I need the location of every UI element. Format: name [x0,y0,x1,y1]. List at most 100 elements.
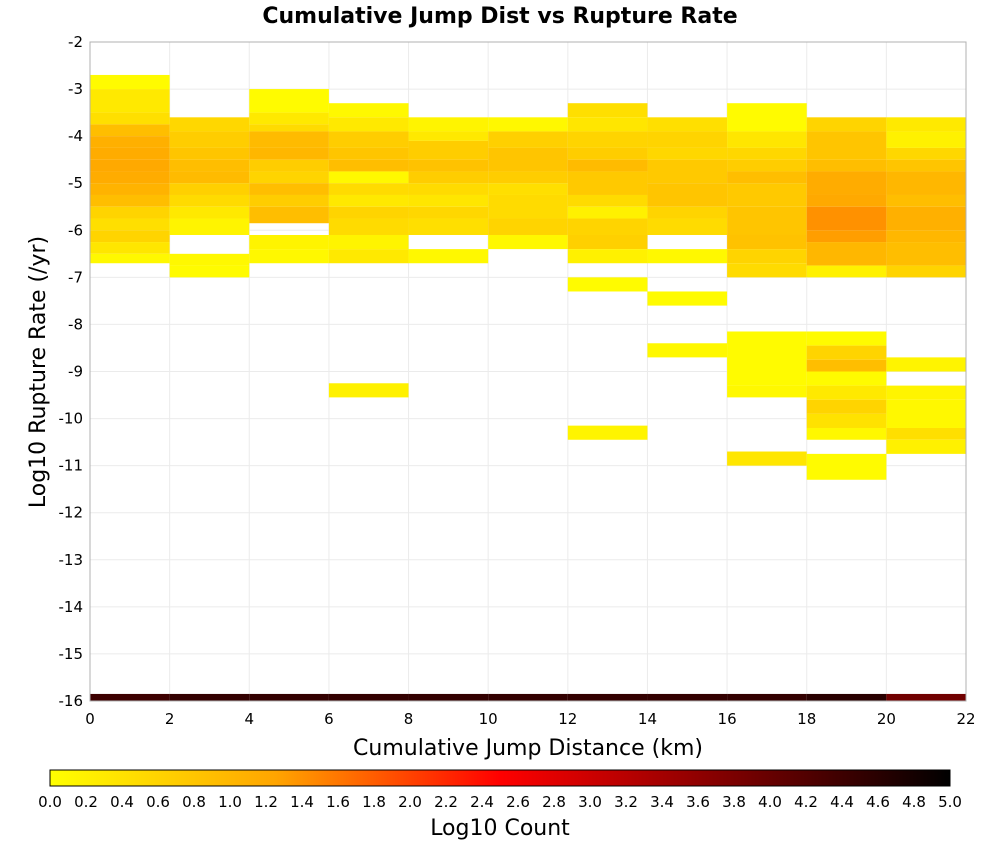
heatmap-cell [886,171,966,195]
y-tick-label: -9 [68,363,83,381]
heatmap-cell [647,218,728,235]
x-tick-label: 4 [244,710,254,728]
y-tick-label: -14 [59,598,84,616]
heatmap-cell [169,131,250,148]
heatmap-cell [169,117,250,132]
y-tick-label: -13 [59,551,84,569]
heatmap-cell [328,171,409,184]
heatmap-cell [727,263,807,278]
heatmap-cell [727,385,807,398]
heatmap-cell [328,206,409,219]
heatmap-cell [408,159,489,172]
colorbar-tick-label: 0.8 [182,793,206,811]
heatmap-cell [328,194,409,207]
heatmap-cell [488,194,568,219]
y-tick-label: -16 [59,692,84,710]
heatmap-cell [567,147,648,160]
colorbar-tick-label: 0.6 [146,793,170,811]
colorbar-tick-label: 4.8 [902,793,926,811]
heatmap-cell [328,249,409,264]
heatmap-cell [90,242,170,254]
heatmap-cell [488,117,568,132]
heatmap-cell [567,194,648,207]
heatmap-cell [567,234,648,250]
colorbar-tick-label: 3.0 [578,793,602,811]
heatmap-cell [567,103,648,118]
heatmap-cell [727,131,807,148]
heatmap-cell [249,194,329,207]
heatmap-cell [328,131,409,148]
heatmap-cell [408,693,489,701]
colorbar-title: Log10 Count [430,816,570,841]
heatmap-cell [90,89,170,113]
heatmap-cell [567,131,648,148]
heatmap-cell [886,230,966,243]
y-axis-title: Log10 Rupture Rate (/yr) [26,236,51,508]
heatmap-cell [90,693,170,701]
heatmap-cell [90,171,170,184]
x-tick-label: 10 [479,710,498,728]
y-tick-label: -8 [68,315,83,333]
heatmap-cell [249,171,329,184]
heatmap-cell [328,234,409,250]
heatmap-cell [886,693,966,701]
heatmap-cell [727,183,807,207]
heatmap-cell [249,124,329,132]
heatmap-cell [488,171,568,184]
heatmap-cell [886,242,966,266]
heatmap-cell [249,183,329,195]
plot-area-border [89,41,967,702]
colorbar-tick-label: 3.2 [614,793,638,811]
heatmap-cell [806,385,887,400]
heatmap-cell [169,147,250,160]
heatmap-cell [886,131,966,148]
heatmap-cell [806,345,887,360]
heatmap-cell [647,147,728,160]
heatmap-cell [90,124,170,137]
heatmap-cell [249,693,329,701]
heatmap-cell [488,131,568,148]
heatmap-cell [488,183,568,195]
colorbar-tick-label: 4.2 [794,793,818,811]
colorbar-tick-label: 0.0 [38,793,62,811]
y-tick-label: -6 [68,221,83,239]
heatmap-cell [169,253,250,266]
heatmap-cell [90,136,170,148]
heatmap-cell [567,171,648,195]
x-tick-label: 18 [797,710,816,728]
heatmap-cell [886,117,966,132]
heatmap-cell [806,131,887,160]
heatmap-cell [806,117,887,132]
heatmap-cell [886,439,966,454]
x-axis-ticks: 0 2 4 6 8 10 12 14 16 18 20 22 [85,710,975,728]
colorbar-tick-label: 1.6 [326,793,350,811]
heatmap-cell [90,218,170,231]
colorbar-tick-label: 4.6 [866,793,890,811]
heatmap-cell [727,451,807,466]
heatmap-cell [886,159,966,172]
heatmap-cell [408,218,489,235]
heatmap-cell [727,234,807,250]
heatmap-cell [567,249,648,264]
heatmap-cell [249,234,329,250]
heatmap-cell [886,206,966,231]
y-tick-label: -5 [68,174,83,192]
heatmap-cell [806,206,887,231]
colorbar-tick-label: 1.2 [254,793,278,811]
heatmap-cell [647,131,728,148]
heatmap-cell [727,171,807,184]
heatmap-cell [328,218,409,235]
colorbar-tick-label: 2.2 [434,793,458,811]
x-tick-label: 2 [165,710,175,728]
heatmap-cell [806,194,887,207]
colorbar-tick-label: 5.0 [938,793,962,811]
heatmap-cell [806,171,887,195]
heatmap-cell [806,693,887,701]
heatmap-cell [488,693,568,701]
heatmap-cell [249,131,329,148]
heatmap-cell [169,693,250,701]
x-tick-label: 16 [718,710,737,728]
heatmap-cell [169,159,250,172]
heatmap-cell [647,159,728,184]
